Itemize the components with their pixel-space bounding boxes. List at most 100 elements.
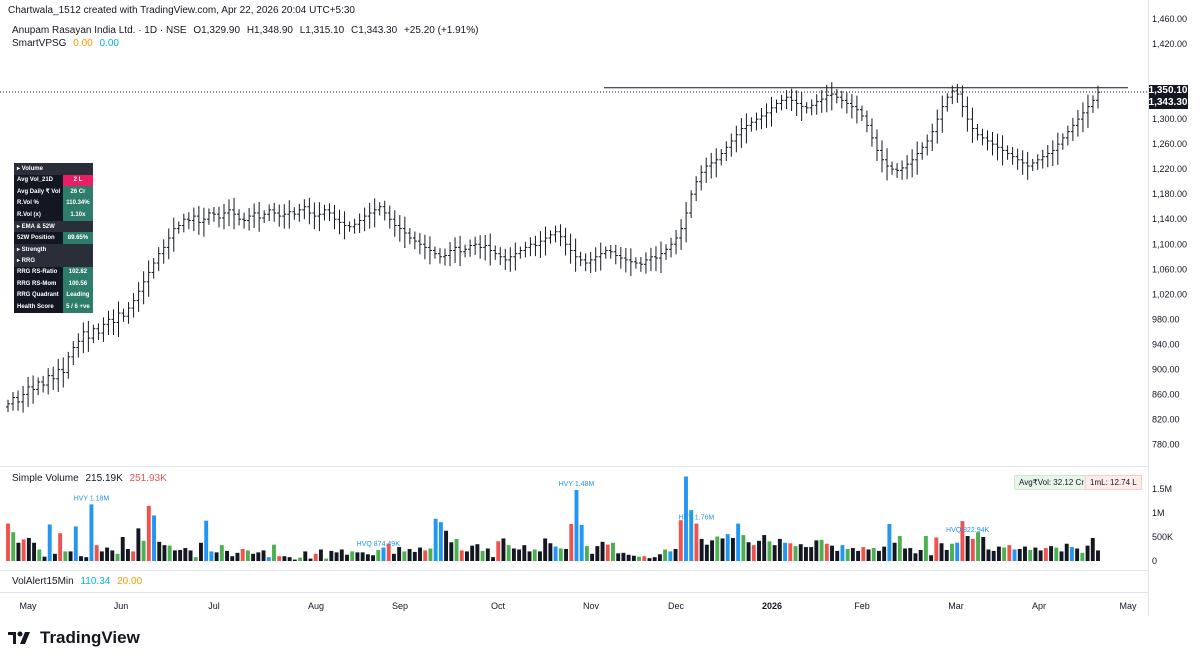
volume-bar [981,537,986,561]
ohlc-bar [764,103,769,128]
ohlc-bar [227,199,232,227]
volume-bar [433,518,438,561]
volume-annotation: HVY 1.18M [74,495,110,502]
volume-bar [464,551,469,561]
ohlc-bar [679,219,684,250]
volume-bar [595,546,600,561]
ohlc-bar [874,129,879,162]
ohlc-bar [714,148,719,178]
volume-bar [527,551,532,561]
symbol-legend[interactable]: Anupam Rasayan India Ltd. · 1D · NSE O1,… [12,25,478,36]
ohlc-bar [322,204,327,221]
volume-bar [449,542,454,561]
volume-bar [699,538,704,561]
ohlc-bar [171,217,176,252]
volume-bar [991,550,996,561]
volume-bar [793,546,798,561]
volume-bar [428,548,433,561]
ohlc-bar [392,210,397,237]
volume-bar [934,537,939,561]
ohlc-bar [51,366,56,391]
time-axis-label: Sep [392,601,408,611]
ohlc-bar [136,282,141,312]
volume-bar [976,532,981,561]
time-axis-label: May [1119,601,1137,611]
volume-legend[interactable]: Simple Volume 215.19K 251.93K [12,473,167,484]
volume-bar [955,542,960,561]
ohlc-bar [563,227,568,256]
ohlc-bar [849,93,854,119]
ohlc-bar [297,203,302,222]
volume-bar [485,548,490,561]
volume-bar [308,558,313,561]
ohlc-bar [21,385,26,413]
indicator-legend[interactable]: SmartVPSG 0.00 0.00 [12,38,119,49]
volume-bar [819,539,824,561]
ohlc-bar [784,90,789,110]
ohlc-bar [623,248,628,273]
ohlc-bar [352,218,357,234]
volume-bar [517,549,522,561]
ohlc-bar [789,88,794,111]
status-value: Leading [63,289,93,301]
ohlc-bar [267,204,272,222]
ohlc-bar [317,202,322,232]
volume-bar [204,520,209,561]
volume-bar [751,545,756,561]
ohlc-bar [809,99,814,116]
status-label: Avg Daily ₹ Vol [17,189,61,196]
ohlc-bar [186,212,191,230]
volume-bar [58,533,63,561]
indicator-value-2: 0.00 [99,38,119,49]
volume-bar [652,557,657,561]
ohlc-bar [242,212,247,229]
volume-bar [996,546,1001,561]
ohlc-bar [719,149,724,166]
ohlc-bar [890,161,895,175]
volume-bar [26,537,31,561]
volume-bar [783,542,788,561]
ohlc-bar [588,251,593,274]
price-axis-label: 1,140.00 [1152,214,1187,224]
status-label: 52W Position [17,234,55,241]
status-value: 89.65% [63,232,93,244]
ohlc-bar [1090,95,1095,113]
volume-bar [506,545,511,561]
volume-bar [626,554,631,561]
volume-bar [37,549,42,561]
volume-bar [1043,548,1048,561]
volume-bar [313,553,318,561]
ohlc-bar [347,221,352,232]
ohlc-bar [1000,135,1005,166]
ohlc-bar [252,203,257,228]
ohlc-low: L1,315.10 [299,25,345,36]
volume-bar [21,539,26,561]
ohlc-bar [61,357,66,388]
ohlc-bar [905,155,910,180]
price-axis-label: 1,300.00 [1152,114,1187,124]
volalert-legend[interactable]: VolAlert15Min 110.34 20.00 [12,576,142,587]
ohlc-bar [1040,149,1045,169]
volume-bar [1028,549,1033,561]
ohlc-bar [910,149,915,178]
pane-separator[interactable] [0,466,1148,467]
pane-separator[interactable] [0,570,1148,571]
pane-separator[interactable] [0,592,1148,593]
ohlc-bar [508,247,513,272]
status-row: Avg Daily ₹ Vol 26 Cr [14,186,93,198]
ohlc-bar [478,235,483,259]
price-axis-label: 780.00 [1152,439,1180,449]
volume-bar [272,544,276,561]
ohlc-bar [307,197,312,225]
status-value: 110.34% [63,197,93,209]
tradingview-logo: TradingView [8,628,140,648]
volume-bar [689,510,694,561]
volume-bar [918,549,923,561]
volume-bar [136,528,141,561]
ohlc-bar [598,242,603,271]
ohlc-bar [56,358,61,392]
volume-bar [146,505,151,561]
ohlc-bar [66,351,71,379]
volume-bar [642,556,647,561]
